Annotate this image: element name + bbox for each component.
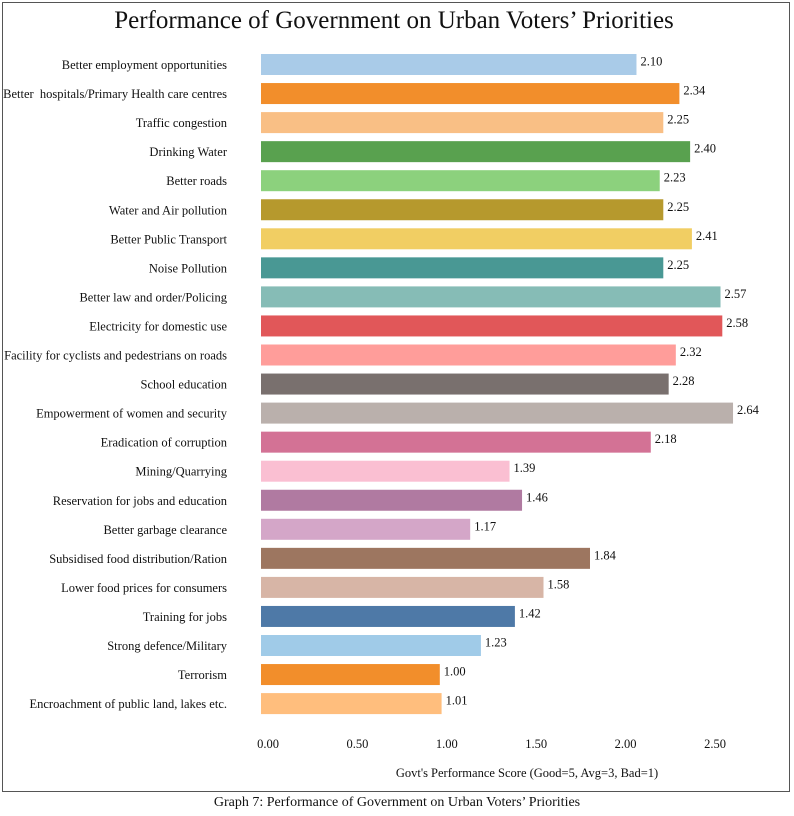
x-tick-label: 1.50 bbox=[525, 737, 547, 751]
bar bbox=[261, 228, 692, 250]
bar bbox=[261, 112, 664, 134]
bar bbox=[261, 460, 510, 482]
bar bbox=[261, 489, 523, 511]
data-label: 2.58 bbox=[726, 316, 748, 330]
bar bbox=[261, 576, 544, 598]
category-label: Empowerment of women and security bbox=[36, 407, 228, 421]
x-tick-label: 0.00 bbox=[257, 737, 279, 751]
bar bbox=[261, 170, 660, 192]
category-label: Traffic congestion bbox=[136, 116, 228, 130]
data-label: 1.46 bbox=[526, 490, 548, 504]
data-label: 2.28 bbox=[673, 374, 695, 388]
category-label: Subsidised food distribution/Ration bbox=[49, 552, 228, 566]
category-label: Encroachment of public land, lakes etc. bbox=[30, 697, 228, 711]
category-label: Water and Air pollution bbox=[109, 203, 228, 217]
data-label: 2.57 bbox=[725, 287, 747, 301]
bar bbox=[261, 518, 471, 540]
x-axis-label: Govt's Performance Score (Good=5, Avg=3,… bbox=[396, 766, 658, 780]
category-label: Electricity for domestic use bbox=[89, 319, 227, 333]
bar bbox=[261, 547, 590, 569]
data-label: 2.25 bbox=[667, 258, 689, 272]
bar-chart: Performance of Government on Urban Voter… bbox=[3, 7, 760, 780]
bar bbox=[261, 257, 664, 279]
x-axis-ticks: 0.00 0.50 1.00 1.50 2.00 2.50 bbox=[257, 737, 726, 751]
bar bbox=[261, 635, 481, 656]
x-tick-label: 0.50 bbox=[346, 737, 368, 751]
category-label: Reservation for jobs and education bbox=[53, 494, 228, 508]
bar bbox=[261, 83, 680, 105]
bar bbox=[261, 693, 442, 715]
data-label: 2.18 bbox=[655, 432, 677, 446]
data-label: 1.17 bbox=[474, 519, 496, 533]
category-label: Training for jobs bbox=[143, 610, 227, 624]
bar bbox=[261, 141, 691, 163]
bars-layer: Better employment opportunities 2.10 Bette… bbox=[3, 54, 760, 715]
data-label: 1.23 bbox=[485, 636, 507, 650]
data-label: 2.32 bbox=[680, 345, 702, 359]
category-label: Drinking Water bbox=[149, 145, 227, 159]
category-label: Better garbage clearance bbox=[103, 523, 227, 537]
figure-caption: Graph 7: Performance of Government on Ur… bbox=[213, 795, 581, 810]
category-label: Facility for cyclists and pedestrians on… bbox=[4, 349, 227, 363]
category-label: Strong defence/Military bbox=[107, 639, 228, 653]
category-label: Better law and order/Policing bbox=[79, 290, 227, 304]
data-label: 1.39 bbox=[514, 461, 536, 475]
category-label: Eradication of corruption bbox=[101, 436, 228, 450]
category-label: Noise Pollution bbox=[149, 261, 228, 275]
category-label: Lower food prices for consumers bbox=[61, 581, 227, 595]
data-label: 1.01 bbox=[446, 694, 468, 708]
bar bbox=[261, 431, 651, 453]
category-label: Better Public Transport bbox=[110, 232, 227, 246]
data-label: 2.25 bbox=[667, 113, 689, 127]
category-label: Better employment opportunities bbox=[62, 58, 227, 72]
bar bbox=[261, 373, 669, 395]
category-label: Mining/Quarrying bbox=[135, 465, 227, 479]
category-label: Terrorism bbox=[178, 668, 227, 682]
bar bbox=[261, 605, 515, 627]
category-label: Better roads bbox=[166, 174, 227, 188]
bar bbox=[261, 315, 723, 337]
data-label: 2.40 bbox=[694, 142, 716, 156]
category-label: Better hospitals/Primary Health care cen… bbox=[3, 87, 227, 101]
x-tick-label: 2.50 bbox=[704, 737, 726, 751]
data-label: 1.58 bbox=[548, 577, 570, 591]
data-label: 1.42 bbox=[519, 606, 541, 620]
chart-frame bbox=[2, 2, 790, 792]
category-label: School education bbox=[141, 378, 228, 392]
bar bbox=[261, 402, 734, 424]
data-label: 2.41 bbox=[696, 229, 718, 243]
data-label: 1.00 bbox=[444, 665, 466, 679]
data-label: 2.64 bbox=[737, 403, 760, 417]
data-label: 2.10 bbox=[640, 55, 662, 69]
bar bbox=[261, 344, 676, 366]
data-label: 2.25 bbox=[667, 200, 689, 214]
bar bbox=[261, 54, 637, 75]
chart-title: Performance of Government on Urban Voter… bbox=[114, 7, 674, 34]
bar bbox=[261, 199, 664, 221]
x-tick-label: 1.00 bbox=[436, 737, 458, 751]
data-label: 2.34 bbox=[683, 84, 706, 98]
data-label: 1.84 bbox=[594, 548, 617, 562]
bar bbox=[261, 286, 721, 308]
data-label: 2.23 bbox=[664, 171, 686, 185]
bar bbox=[261, 664, 440, 686]
x-tick-label: 2.00 bbox=[615, 737, 637, 751]
